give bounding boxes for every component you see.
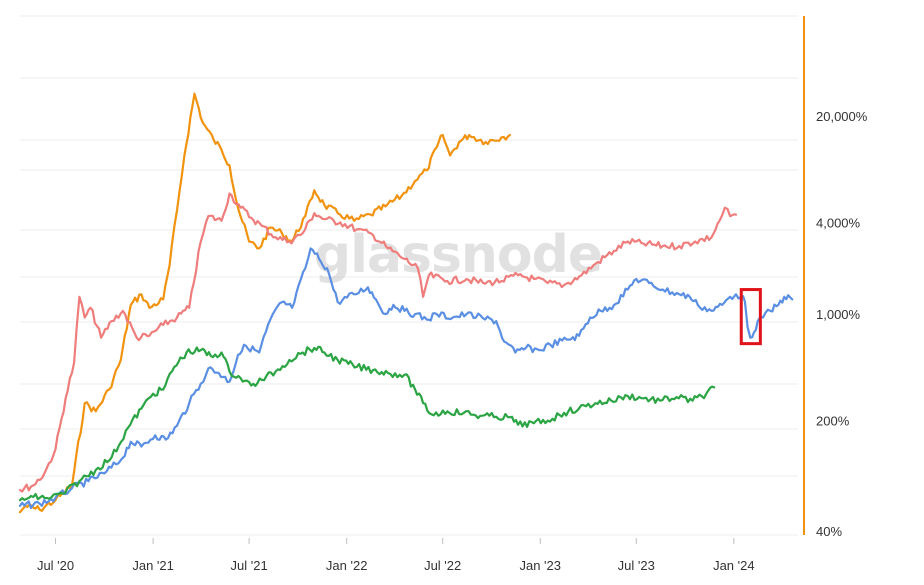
annotation-group [739,288,762,346]
y-tick-label: 200% [816,414,850,429]
y-tick-label: 1,000% [816,307,861,322]
grid-lines [20,15,798,536]
x-tick-label: Jan '23 [519,558,561,573]
series-line-3 [18,247,794,510]
y-tick-label: 20,000% [816,109,868,124]
x-tick-label: Jul '20 [37,558,74,573]
y-tick-label: 40% [816,524,842,539]
series-line-1 [18,92,512,514]
x-tick-label: Jan '21 [132,558,174,573]
series-line-4 [18,345,716,502]
x-tick-label: Jan '22 [326,558,368,573]
y-axis-ticks: 40% 200% 1,000% 4,000% 20,000% [816,109,868,539]
x-tick-label: Jul '23 [618,558,655,573]
x-tick-label: Jul '21 [231,558,268,573]
watermark-text: glassnode [314,225,602,285]
series-line-2 [18,192,738,493]
x-tick-label: Jul '22 [424,558,461,573]
x-axis-ticks: Jul '20 Jan '21 Jul '21 Jan '22 Jul '22 Jan '… [37,538,755,573]
series-group [18,92,794,514]
highlight-rectangle [739,288,762,346]
x-tick-label: Jan '24 [713,558,755,573]
y-tick-label: 4,000% [816,215,861,230]
